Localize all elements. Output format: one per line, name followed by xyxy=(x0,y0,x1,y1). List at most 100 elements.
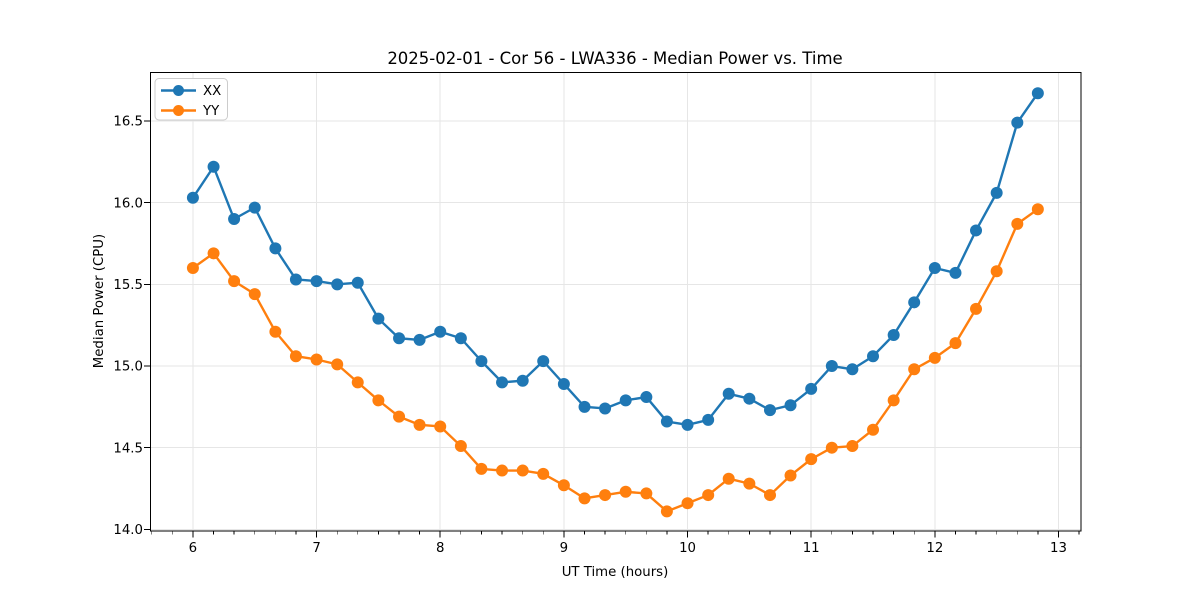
data-point-yy-36 xyxy=(928,351,941,364)
y-tick-label-15.5: 15.5 xyxy=(113,278,143,293)
data-point-xx-8 xyxy=(351,276,364,289)
plot-frame xyxy=(150,72,1082,532)
data-point-xx-40 xyxy=(1011,116,1024,129)
data-point-xx-24 xyxy=(681,418,694,431)
data-point-yy-29 xyxy=(784,469,797,482)
data-point-xx-1 xyxy=(207,160,220,173)
data-point-yy-9 xyxy=(372,394,385,407)
legend-label-yy: YY xyxy=(202,104,220,119)
data-point-yy-14 xyxy=(475,462,488,475)
y-axis-label: Median Power (CPU) xyxy=(92,234,107,368)
x-tick-label-13: 13 xyxy=(1050,541,1067,556)
data-point-xx-14 xyxy=(475,355,488,368)
legend-entry-yy: YY xyxy=(161,104,220,119)
data-point-xx-12 xyxy=(434,325,447,338)
data-point-yy-12 xyxy=(434,420,447,433)
y-tick-label-16: 16.0 xyxy=(113,196,143,211)
data-point-xx-15 xyxy=(496,376,509,389)
data-point-xx-26 xyxy=(722,387,735,400)
data-point-yy-39 xyxy=(990,265,1003,278)
data-point-yy-19 xyxy=(578,492,591,505)
data-point-yy-1 xyxy=(207,247,220,260)
data-point-yy-24 xyxy=(681,497,694,510)
data-point-xx-30 xyxy=(805,382,818,395)
data-point-xx-41 xyxy=(1031,87,1044,100)
data-point-yy-15 xyxy=(496,464,509,477)
data-point-xx-34 xyxy=(887,328,900,341)
data-point-yy-25 xyxy=(702,489,715,502)
x-tick-label-12: 12 xyxy=(926,541,943,556)
data-point-yy-16 xyxy=(516,464,529,477)
data-point-yy-10 xyxy=(393,410,406,423)
data-point-xx-38 xyxy=(970,224,983,237)
data-point-yy-21 xyxy=(619,485,632,498)
data-point-yy-40 xyxy=(1011,217,1024,230)
data-point-xx-39 xyxy=(990,186,1003,199)
data-point-xx-32 xyxy=(846,363,859,376)
x-tick-label-6: 6 xyxy=(189,541,197,556)
data-point-xx-18 xyxy=(557,377,570,390)
data-point-yy-7 xyxy=(331,358,344,371)
y-tick-label-14.5: 14.5 xyxy=(113,441,143,456)
data-point-xx-21 xyxy=(619,394,632,407)
data-point-xx-13 xyxy=(454,332,467,345)
data-point-yy-22 xyxy=(640,487,653,500)
data-point-xx-4 xyxy=(269,242,282,255)
data-point-xx-7 xyxy=(331,278,344,291)
data-point-yy-28 xyxy=(764,489,777,502)
data-point-xx-25 xyxy=(702,413,715,426)
data-point-xx-0 xyxy=(186,191,199,204)
data-point-yy-23 xyxy=(660,505,673,518)
data-point-yy-33 xyxy=(867,423,880,436)
legend-entry-xx: XX xyxy=(161,84,221,99)
data-point-xx-29 xyxy=(784,399,797,412)
x-axis-label: UT Time (hours) xyxy=(562,565,669,580)
grid-layer xyxy=(150,72,1081,531)
legend-marker-xx-icon xyxy=(173,85,184,96)
data-point-xx-20 xyxy=(599,402,612,415)
data-point-xx-37 xyxy=(949,266,962,279)
chart-title: 2025-02-01 - Cor 56 - LWA336 - Median Po… xyxy=(387,49,842,68)
data-point-yy-5 xyxy=(289,350,302,363)
legend-label-xx: XX xyxy=(203,84,221,99)
data-point-yy-4 xyxy=(269,325,282,338)
data-point-yy-11 xyxy=(413,418,426,431)
x-tick-label-11: 11 xyxy=(803,541,820,556)
data-point-xx-17 xyxy=(537,355,550,368)
data-point-xx-31 xyxy=(825,360,838,373)
data-point-yy-30 xyxy=(805,453,818,466)
data-point-yy-27 xyxy=(743,477,756,490)
y-tick-label-15: 15.0 xyxy=(113,360,143,375)
tick-layer: 6 7 8 9 10 11 12 13 14.0 14.5 15.0 15.5 16.0 16.5 xyxy=(113,115,1080,556)
data-point-xx-36 xyxy=(928,262,941,275)
data-point-yy-6 xyxy=(310,353,323,366)
data-point-xx-22 xyxy=(640,391,653,404)
data-point-yy-31 xyxy=(825,441,838,454)
data-point-xx-16 xyxy=(516,374,529,387)
legend: XX YY xyxy=(154,78,228,121)
data-point-yy-17 xyxy=(537,467,550,480)
series-layer xyxy=(186,87,1044,518)
x-tick-label-7: 7 xyxy=(312,541,320,556)
data-point-yy-8 xyxy=(351,376,364,389)
data-point-yy-18 xyxy=(557,479,570,492)
data-point-yy-35 xyxy=(908,363,921,376)
y-tick-label-14: 14.0 xyxy=(113,523,143,538)
data-point-xx-5 xyxy=(289,273,302,286)
data-point-xx-3 xyxy=(248,201,261,214)
data-point-yy-41 xyxy=(1031,203,1044,216)
data-point-xx-6 xyxy=(310,275,323,288)
data-point-xx-2 xyxy=(228,213,241,226)
data-point-yy-37 xyxy=(949,337,962,350)
data-point-xx-11 xyxy=(413,333,426,346)
data-point-yy-26 xyxy=(722,472,735,485)
data-point-xx-28 xyxy=(764,404,777,417)
data-point-xx-33 xyxy=(867,350,880,363)
x-tick-label-10: 10 xyxy=(679,541,696,556)
data-point-yy-3 xyxy=(248,288,261,301)
data-point-xx-9 xyxy=(372,312,385,325)
data-point-xx-27 xyxy=(743,392,756,405)
data-point-xx-35 xyxy=(908,296,921,309)
